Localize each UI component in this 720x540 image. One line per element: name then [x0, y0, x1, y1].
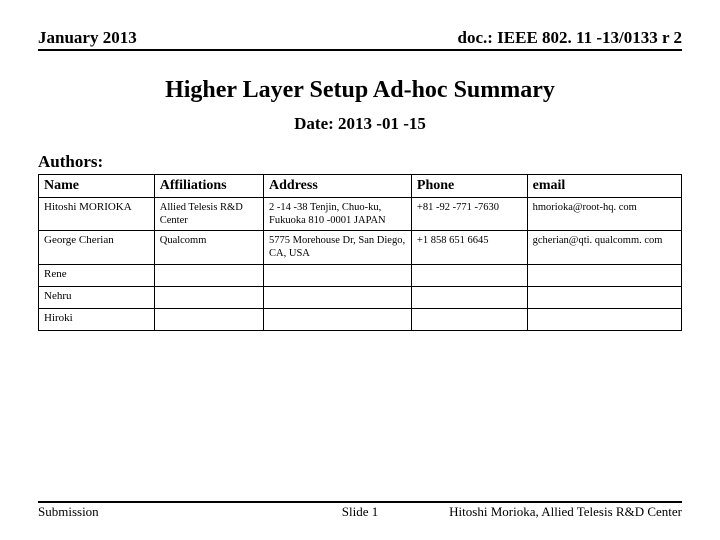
cell-phone [411, 264, 527, 286]
cell-aff: Allied Telesis R&D Center [154, 198, 263, 231]
col-addr: Address [264, 175, 412, 198]
cell-addr: 5775 Morehouse Dr, San Diego, CA, USA [264, 231, 412, 264]
cell-email [527, 264, 681, 286]
cell-name: Hiroki [39, 308, 155, 330]
cell-addr: 2 -14 -38 Tenjin, Chuo-ku, Fukuoka 810 -… [264, 198, 412, 231]
cell-name: Rene [39, 264, 155, 286]
table-row: Rene [39, 264, 682, 286]
cell-phone: +1 858 651 6645 [411, 231, 527, 264]
table-row: Nehru [39, 286, 682, 308]
footer-left: Submission [38, 504, 99, 520]
header-row: January 2013 doc.: IEEE 802. 11 -13/0133… [38, 28, 682, 51]
slide-page: January 2013 doc.: IEEE 802. 11 -13/0133… [0, 0, 720, 331]
table-row: Hiroki [39, 308, 682, 330]
footer-right: Hitoshi Morioka, Allied Telesis R&D Cent… [449, 504, 682, 520]
cell-email: gcherian@qti. qualcomm. com [527, 231, 681, 264]
cell-phone [411, 286, 527, 308]
cell-aff [154, 286, 263, 308]
col-phone: Phone [411, 175, 527, 198]
cell-phone: +81 -92 -771 -7630 [411, 198, 527, 231]
col-aff: Affiliations [154, 175, 263, 198]
authors-label: Authors: [38, 152, 682, 172]
cell-name: Nehru [39, 286, 155, 308]
cell-aff [154, 308, 263, 330]
cell-addr [264, 264, 412, 286]
cell-addr [264, 308, 412, 330]
cell-phone [411, 308, 527, 330]
table-row: Hitoshi MORIOKA Allied Telesis R&D Cente… [39, 198, 682, 231]
header-date: January 2013 [38, 28, 137, 48]
authors-table: Name Affiliations Address Phone email Hi… [38, 174, 682, 331]
col-name: Name [39, 175, 155, 198]
table-row: George Cherian Qualcomm 5775 Morehouse D… [39, 231, 682, 264]
footer-row: Submission Slide 1 Hitoshi Morioka, Alli… [38, 501, 682, 520]
page-title: Higher Layer Setup Ad-hoc Summary [38, 77, 682, 104]
cell-addr [264, 286, 412, 308]
date-line: Date: 2013 -01 -15 [38, 114, 682, 134]
header-doc-id: doc.: IEEE 802. 11 -13/0133 r 2 [458, 28, 682, 48]
cell-name: George Cherian [39, 231, 155, 264]
cell-email [527, 308, 681, 330]
cell-aff: Qualcomm [154, 231, 263, 264]
cell-email: hmorioka@root-hq. com [527, 198, 681, 231]
table-header-row: Name Affiliations Address Phone email [39, 175, 682, 198]
col-email: email [527, 175, 681, 198]
cell-name: Hitoshi MORIOKA [39, 198, 155, 231]
cell-aff [154, 264, 263, 286]
cell-email [527, 286, 681, 308]
